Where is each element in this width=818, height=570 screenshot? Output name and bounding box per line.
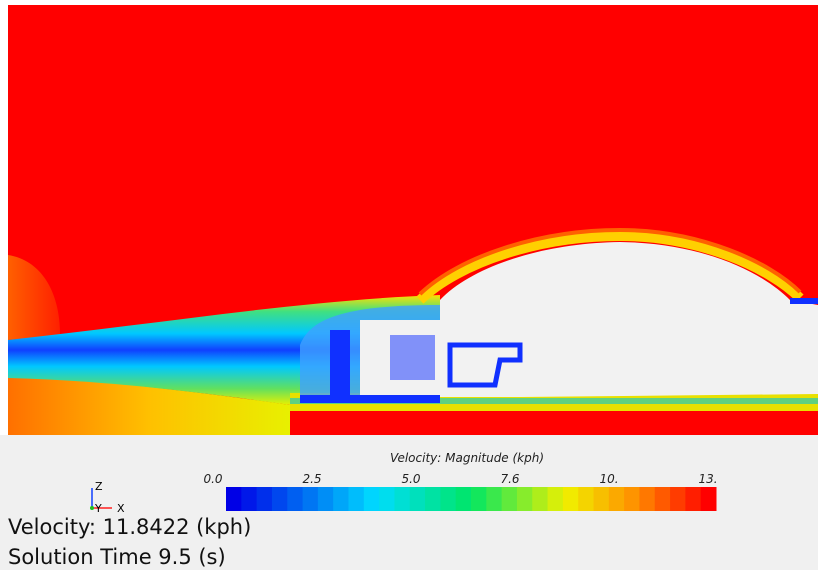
solution-time: Solution Time 9.5 (s) (8, 545, 226, 569)
colorbar-segment (272, 487, 288, 511)
colorbar-segment (639, 487, 655, 511)
colorbar-segment (502, 487, 518, 511)
colorbar-label: 13. (698, 472, 717, 486)
colorbar-segment (364, 487, 380, 511)
colorbar-segment (578, 487, 594, 511)
axis-y: Y (94, 502, 102, 515)
colorbar-segment (486, 487, 502, 511)
colorbar-segment (333, 487, 349, 511)
colorbar-segment (532, 487, 548, 511)
axis-z: Z (95, 480, 103, 493)
flow-field (8, 5, 818, 435)
colorbar-segment (394, 487, 410, 511)
colorbar-segment (241, 487, 257, 511)
colorbar-segment (287, 487, 303, 511)
colorbar-segment (257, 487, 273, 511)
colorbar-segment (303, 487, 319, 511)
colorbar-segment (685, 487, 701, 511)
colorbar-segment (226, 487, 242, 511)
colorbar-segment (594, 487, 610, 511)
colorbar-segment (548, 487, 564, 511)
colorbar-segment (624, 487, 640, 511)
colorbar-segment (517, 487, 533, 511)
axis-x: X (117, 502, 125, 515)
colorbar-segment (471, 487, 487, 511)
colorbar-label: 7.6 (500, 472, 519, 486)
colorbar-segment (670, 487, 686, 511)
velocity-readout: Velocity: 11.8422 (kph) (8, 515, 251, 539)
colorbar-segment (456, 487, 472, 511)
colorbar-title: Velocity: Magnitude (kph) (390, 451, 544, 465)
colorbar-label: 5.0 (401, 472, 420, 486)
colorbar-segment (563, 487, 579, 511)
colorbar-segment (318, 487, 334, 511)
colorbar-segment (410, 487, 426, 511)
colorbar-segment (609, 487, 625, 511)
colorbar-segment (701, 487, 717, 511)
colorbar-segment (349, 487, 365, 511)
colorbar-segment (440, 487, 456, 511)
colorbar-segment (379, 487, 395, 511)
colorbar-label: 2.5 (302, 472, 321, 486)
screen: Velocity: Magnitude (kph) 0.0 2.5 5.0 7.6 10… (0, 0, 818, 570)
colorbar-segment (425, 487, 441, 511)
colorbar-label: 10. (599, 472, 618, 486)
colorbar-label: 0.0 (203, 472, 222, 486)
colorbar-segment (655, 487, 671, 511)
